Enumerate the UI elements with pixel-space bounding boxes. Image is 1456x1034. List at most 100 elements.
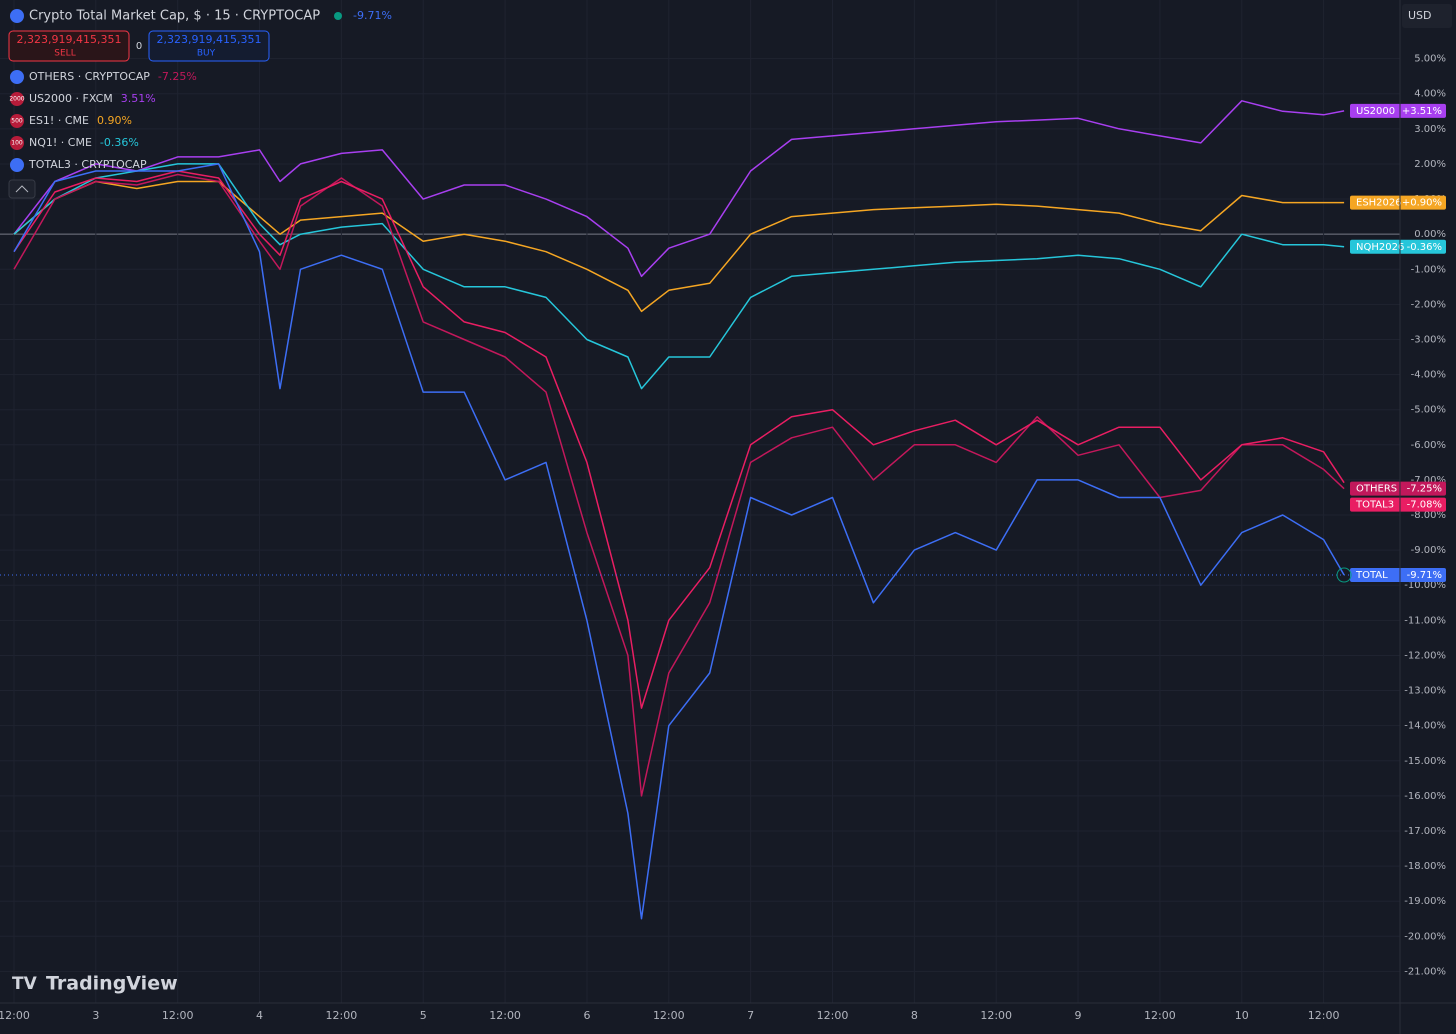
series-line xyxy=(13,170,1345,709)
series-line xyxy=(13,163,1345,390)
logo-mark: TV xyxy=(12,974,38,994)
header-change: -9.71% xyxy=(353,9,392,22)
spread: 0 xyxy=(136,41,142,52)
buy-label: BUY xyxy=(197,49,216,59)
price-tag-value: -7.25% xyxy=(1407,484,1442,495)
y-tick-label: -12.00% xyxy=(1404,650,1446,661)
legend-icon xyxy=(10,92,24,106)
price-tag xyxy=(1350,497,1446,512)
series-line xyxy=(13,163,1345,920)
legend-badge: 500 xyxy=(11,118,23,125)
y-tick-label: -16.00% xyxy=(1404,791,1446,802)
legend-badge: 100 xyxy=(11,140,23,147)
chart-title: Crypto Total Market Cap, $ · 15 · CRYPTO… xyxy=(29,9,320,24)
buy-price: 2,323,919,415,351 xyxy=(157,33,262,46)
y-tick-label: -21.00% xyxy=(1404,966,1446,977)
x-tick-label: 12:00 xyxy=(817,1009,849,1022)
price-tag xyxy=(1350,568,1446,583)
price-tag xyxy=(1350,239,1446,254)
sell-price: 2,323,919,415,351 xyxy=(17,33,122,46)
y-tick-label: -6.00% xyxy=(1411,440,1446,451)
price-tag-name: NQH2026 xyxy=(1356,242,1404,253)
price-tag xyxy=(1350,195,1446,210)
x-tick-label: 9 xyxy=(1075,1009,1082,1022)
legend-name: TOTAL3 · CRYPTOCAP xyxy=(28,158,147,171)
legend-value: -7.25% xyxy=(158,70,197,83)
sell-label: SELL xyxy=(54,49,75,59)
x-tick-label: 3 xyxy=(92,1009,99,1022)
buy-button[interactable] xyxy=(148,30,270,62)
x-tick-label: 12:00 xyxy=(653,1009,685,1022)
x-tick-label: 7 xyxy=(747,1009,754,1022)
legend-value: 0.90% xyxy=(97,114,132,127)
x-tick-label: 4 xyxy=(256,1009,263,1022)
x-tick-label: 12:00 xyxy=(1144,1009,1176,1022)
x-tick-label: 12:00 xyxy=(1308,1009,1340,1022)
x-tick-label: 10 xyxy=(1235,1009,1249,1022)
y-tick-label: -1.00% xyxy=(1411,264,1446,275)
status-dot xyxy=(334,12,342,20)
last-point xyxy=(1336,567,1352,583)
price-tag-name: TOTAL3 xyxy=(1355,500,1394,511)
y-tick-label: -18.00% xyxy=(1404,861,1446,872)
price-tag xyxy=(1350,481,1446,496)
y-tick-label: -17.00% xyxy=(1404,826,1446,837)
y-tick-label: -10.00% xyxy=(1404,580,1446,591)
price-tag-name: OTHERS xyxy=(1356,484,1397,495)
sell-button[interactable] xyxy=(8,30,130,62)
price-tag-name: TOTAL xyxy=(1355,570,1388,581)
y-tick-label: -3.00% xyxy=(1411,334,1446,345)
y-tick-label: 5.00% xyxy=(1414,54,1446,65)
currency-button[interactable] xyxy=(1402,4,1452,28)
x-tick-label: 6 xyxy=(583,1009,590,1022)
series-line xyxy=(13,180,1345,313)
y-tick-label: -5.00% xyxy=(1411,405,1446,416)
legend-name: NQ1! · CME xyxy=(29,136,92,149)
series-line xyxy=(13,100,1345,278)
y-tick-label: -20.00% xyxy=(1404,931,1446,942)
y-tick-label: 3.00% xyxy=(1414,124,1446,135)
y-tick-label: -7.00% xyxy=(1411,475,1446,486)
y-tick-label: 4.00% xyxy=(1414,89,1446,100)
collapse-icon xyxy=(15,185,29,193)
legend-icon xyxy=(10,70,24,84)
legend-name: ES1! · CME xyxy=(29,114,89,127)
y-tick-label: 2.00% xyxy=(1414,159,1446,170)
legend-value: 3.51% xyxy=(121,92,156,105)
y-tick-label: -9.00% xyxy=(1411,545,1446,556)
y-tick-label: -2.00% xyxy=(1411,299,1446,310)
price-tag-name: US2000 xyxy=(1356,106,1395,117)
y-tick-label: -13.00% xyxy=(1404,686,1446,697)
y-tick-label: -11.00% xyxy=(1404,615,1446,626)
y-tick-label: -19.00% xyxy=(1404,896,1446,907)
collapse-button[interactable] xyxy=(8,179,36,199)
currency: USD xyxy=(1408,9,1432,22)
legend-icon xyxy=(10,136,24,150)
y-tick-label: -4.00% xyxy=(1411,370,1446,381)
price-tag-value: -0.36% xyxy=(1407,242,1442,253)
price-tag-value: -9.71% xyxy=(1407,570,1442,581)
y-tick-label: -14.00% xyxy=(1404,721,1446,732)
logo: TradingView xyxy=(46,973,178,995)
legend-value: -0.36% xyxy=(100,136,139,149)
legend-name: US2000 · FXCM xyxy=(29,92,113,105)
x-tick-label: 8 xyxy=(911,1009,918,1022)
y-tick-label: -8.00% xyxy=(1411,510,1446,521)
price-tag-value: +3.51% xyxy=(1402,106,1442,117)
x-tick-label: 12:00 xyxy=(489,1009,521,1022)
symbol-icon xyxy=(10,9,24,23)
price-tag-name: ESH2026 xyxy=(1356,198,1402,209)
x-tick-label: 12:00 xyxy=(0,1009,30,1022)
x-tick-label: 12:00 xyxy=(980,1009,1012,1022)
series-line xyxy=(13,173,1345,797)
y-tick-label: -15.00% xyxy=(1404,756,1446,767)
x-tick-label: 5 xyxy=(420,1009,427,1022)
x-tick-label: 12:00 xyxy=(162,1009,194,1022)
x-tick-label: 12:00 xyxy=(326,1009,358,1022)
legend-icon xyxy=(10,158,24,172)
price-tag xyxy=(1350,103,1446,118)
price-tag-value: -7.08% xyxy=(1407,500,1442,511)
